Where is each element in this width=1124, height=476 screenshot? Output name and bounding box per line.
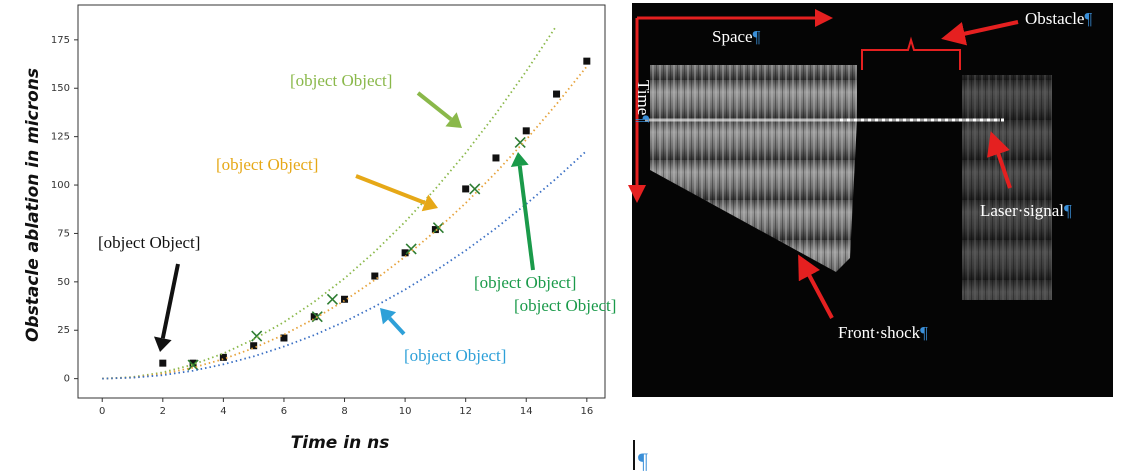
annotation-arrow — [355, 174, 426, 205]
front-arrow — [798, 254, 834, 319]
annotation-arrow — [416, 91, 453, 121]
laser-arrow — [987, 131, 1012, 189]
data-point — [341, 295, 349, 303]
image-label: Laser·signal¶ — [980, 201, 1072, 220]
x-axis-label: Time in ns — [291, 433, 390, 453]
streak-region — [650, 65, 857, 272]
plot-area — [102, 25, 591, 380]
x-tick-label: 12 — [459, 406, 472, 417]
annotation-arrow — [160, 263, 180, 339]
streak-image: Space¶ Time¶ Obstacle¶ Laser·signal¶ Fro… — [628, 3, 1113, 397]
arrow-head — [510, 152, 529, 168]
data-point — [159, 359, 167, 367]
annotation: [object Object] — [474, 273, 576, 292]
paragraph-mark: ¶ — [638, 448, 648, 473]
data-point — [326, 293, 338, 305]
image-label: Obstacle¶ — [1025, 9, 1092, 28]
x-tick-label: 14 — [520, 406, 533, 417]
y-tick-label: 50 — [57, 277, 70, 288]
x-tick-label: 16 — [580, 406, 593, 417]
model-curve — [102, 149, 588, 380]
data-point — [250, 342, 258, 350]
data-point — [492, 154, 500, 162]
arrow-head — [445, 112, 462, 128]
obstacle-arrow — [941, 20, 1019, 46]
y-tick-label: 100 — [51, 180, 70, 191]
annotation: [object Object] — [216, 155, 318, 174]
x-tick-label: 4 — [220, 406, 226, 417]
y-tick-label: 75 — [57, 228, 70, 239]
data-point — [405, 243, 417, 255]
data-point — [553, 90, 561, 98]
data-point — [514, 136, 526, 149]
x-tick-label: 8 — [341, 406, 347, 417]
data-point — [219, 353, 227, 361]
image-label: Front·shock¶ — [838, 323, 928, 342]
streak-region — [962, 75, 1052, 300]
arrow-head — [380, 308, 397, 325]
arrow-head — [153, 336, 172, 352]
data-point — [469, 183, 481, 195]
x-tick-label: 2 — [160, 406, 166, 417]
image-label: Space¶ — [712, 27, 761, 46]
data-point — [371, 272, 379, 280]
model-curve — [102, 25, 558, 380]
y-tick-label: 150 — [51, 83, 70, 94]
data-point — [280, 334, 288, 342]
annotation: [object Object] — [290, 71, 392, 90]
annotation-arrow — [388, 316, 406, 336]
x-tick-label: 6 — [281, 406, 287, 417]
annotation-arrow — [517, 165, 535, 271]
x-tick-label: 0 — [99, 406, 105, 417]
data-point — [187, 359, 199, 371]
data-point — [522, 127, 530, 135]
data-point — [310, 313, 318, 321]
y-axis-label: Obstacle ablation in microns — [23, 68, 43, 342]
data-point — [432, 222, 444, 234]
data-point — [189, 359, 197, 367]
image-label: Time¶ — [634, 80, 653, 123]
arrow-head — [421, 194, 438, 212]
model-curve — [102, 65, 588, 380]
annotation: [object Object] — [98, 233, 200, 252]
data-point — [251, 330, 263, 342]
obstacle-bracket — [861, 36, 961, 70]
y-tick-label: 0 — [64, 374, 70, 385]
x-tick-label: 10 — [399, 406, 412, 417]
y-tick-label: 25 — [57, 325, 70, 336]
plot-frame — [77, 4, 606, 399]
data-point — [583, 57, 591, 65]
data-point — [401, 249, 409, 257]
annotation: [object Object] — [514, 296, 616, 315]
y-tick-label: 175 — [51, 35, 70, 46]
annotation: [object Object] — [404, 346, 506, 365]
data-point — [462, 185, 470, 193]
y-tick-label: 125 — [51, 132, 70, 143]
